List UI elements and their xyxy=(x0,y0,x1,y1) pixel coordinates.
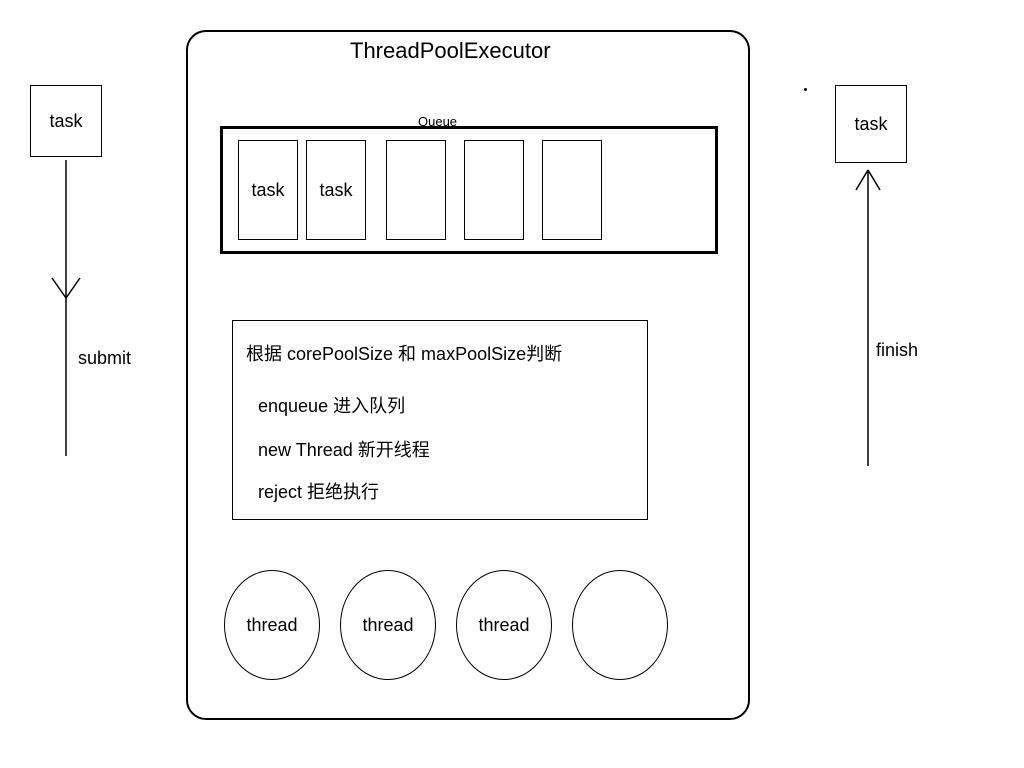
finish-arrow xyxy=(0,0,1024,768)
finish-label: finish xyxy=(876,340,918,361)
